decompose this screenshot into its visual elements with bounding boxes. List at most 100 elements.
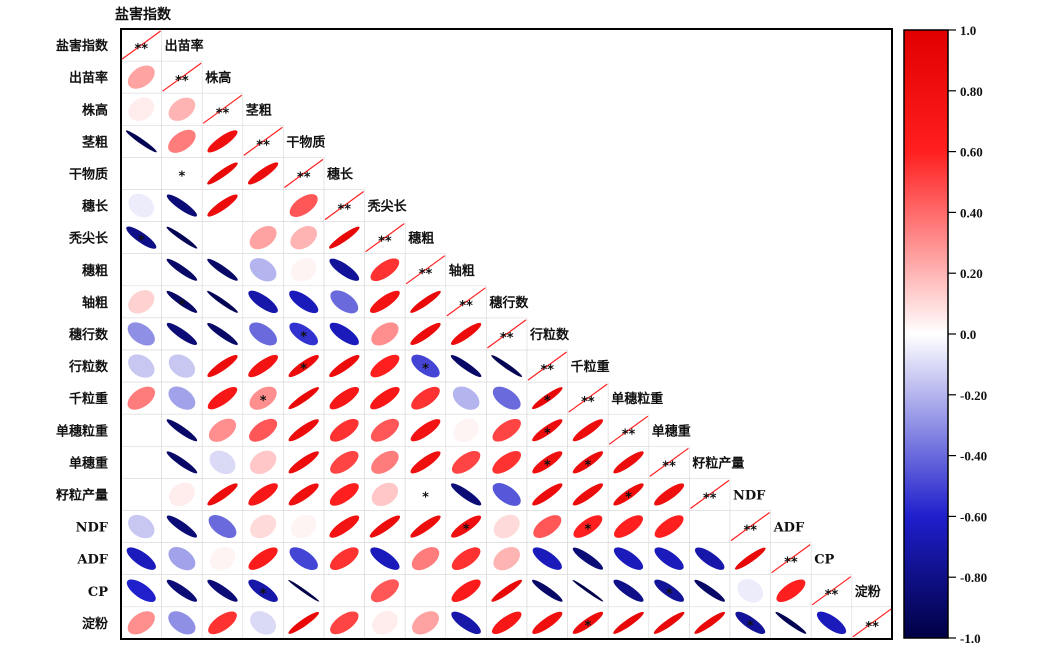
corr-ellipse [613, 547, 644, 570]
diagonal-mark: ** [297, 170, 311, 185]
corr-cell: * [567, 510, 609, 543]
corr-cell [404, 574, 447, 608]
diagonal-cell: ** 株高 [161, 60, 231, 94]
significance-star: * [178, 169, 185, 184]
corr-ellipse [492, 483, 521, 506]
colorbar-tick-label: 0.40 [960, 205, 983, 220]
corr-cell [689, 510, 731, 543]
significance-star: * [544, 458, 551, 473]
corr-cell [201, 125, 244, 158]
corr-cell [120, 125, 162, 158]
diagonal-variable-label: 千粒重 [571, 359, 610, 375]
corr-cell [486, 510, 528, 543]
corr-cell [283, 574, 325, 608]
corr-cell [729, 574, 771, 608]
corr-ellipse [289, 322, 319, 346]
corr-cell [161, 92, 203, 126]
corr-ellipse [451, 515, 482, 538]
diagonal-variable-label: NDF [733, 488, 766, 503]
corr-ellipse [410, 451, 441, 474]
corr-ellipse [329, 322, 359, 346]
significance-star: * [300, 330, 307, 345]
corr-ellipse [169, 161, 195, 186]
diagonal-cell: ** 干物质 [242, 125, 325, 158]
corr-ellipse [370, 579, 399, 603]
significance-star: * [584, 523, 591, 538]
corr-cell [648, 606, 690, 640]
corr-ellipse [288, 355, 319, 378]
corr-cell [323, 221, 365, 255]
diagonal-mark: ** [581, 395, 595, 410]
diagonal-line [405, 255, 446, 285]
corr-cell [445, 317, 487, 351]
corr-cell: * [242, 381, 284, 415]
diagonal-variable-label: 穗长 [327, 166, 354, 182]
corr-ellipse [614, 515, 643, 538]
corr-ellipse [573, 515, 603, 538]
corr-cell: * [729, 606, 771, 640]
diagonal-line [608, 415, 649, 445]
corr-cell [201, 221, 244, 255]
diagonal-cell: ** CP [770, 542, 835, 575]
diagonal-mark: ** [134, 42, 148, 57]
corr-cell [607, 445, 650, 479]
corr-ellipse [288, 419, 319, 442]
corr-ellipse [209, 225, 236, 250]
diagonal-line [690, 479, 730, 509]
diagonal-line [243, 126, 283, 156]
corr-ellipse [533, 515, 562, 538]
corr-ellipse [249, 226, 277, 250]
colorbar-tick-label: -0.40 [960, 449, 987, 464]
diagonal-variable-label: 穗粗 [408, 231, 434, 247]
corr-cell: * [161, 157, 203, 190]
corr-ellipse [737, 578, 764, 603]
corr-cell [445, 542, 487, 575]
diagonal-variable-label: 秃尖长 [367, 199, 408, 215]
corr-ellipse [127, 65, 155, 89]
row-label: CP [88, 585, 108, 600]
significance-star: * [422, 490, 429, 505]
diagonal-variable-label: 株高 [205, 70, 231, 86]
corr-ellipse [328, 226, 360, 249]
corr-ellipse [125, 130, 157, 153]
corr-cell [201, 253, 244, 287]
corr-cell [364, 285, 406, 319]
significance-star: * [260, 587, 267, 602]
corr-ellipse [247, 162, 279, 185]
corr-ellipse [694, 547, 725, 570]
significance-star: * [584, 458, 591, 473]
corr-ellipse [127, 611, 155, 635]
corr-ellipse [371, 450, 399, 474]
corr-cell [486, 413, 528, 447]
corr-ellipse [370, 290, 400, 313]
corr-cell [120, 157, 162, 190]
diagonal-line [811, 576, 852, 606]
corr-ellipse [329, 515, 360, 538]
corr-ellipse [128, 97, 155, 122]
corr-ellipse [128, 193, 155, 218]
corr-ellipse [166, 451, 198, 474]
significance-star: * [747, 619, 754, 634]
corr-ellipse [372, 611, 398, 635]
diagonal-line [446, 287, 486, 317]
corr-ellipse [450, 355, 482, 378]
corr-ellipse [248, 547, 278, 570]
corr-cell [120, 445, 162, 479]
corr-ellipse [694, 611, 726, 634]
corr-ellipse [491, 579, 523, 602]
corr-cell [283, 253, 325, 287]
diagonal-variable-label: 干物质 [286, 134, 325, 150]
corr-cell [283, 413, 325, 447]
diagonal-line [365, 223, 405, 253]
corr-cell: * [161, 285, 203, 319]
diagonal-variable-label: 出苗率 [165, 38, 204, 54]
corr-ellipse [331, 578, 357, 603]
corr-ellipse [249, 386, 277, 410]
corr-ellipse [166, 322, 198, 345]
diagonal-mark: ** [256, 138, 270, 153]
diagonal-cell: ** 行粒数 [486, 317, 570, 351]
corr-cell [689, 574, 731, 608]
corr-ellipse [250, 611, 277, 635]
corr-cell [323, 542, 365, 575]
diagonal-cell: ** 茎粗 [201, 92, 272, 126]
